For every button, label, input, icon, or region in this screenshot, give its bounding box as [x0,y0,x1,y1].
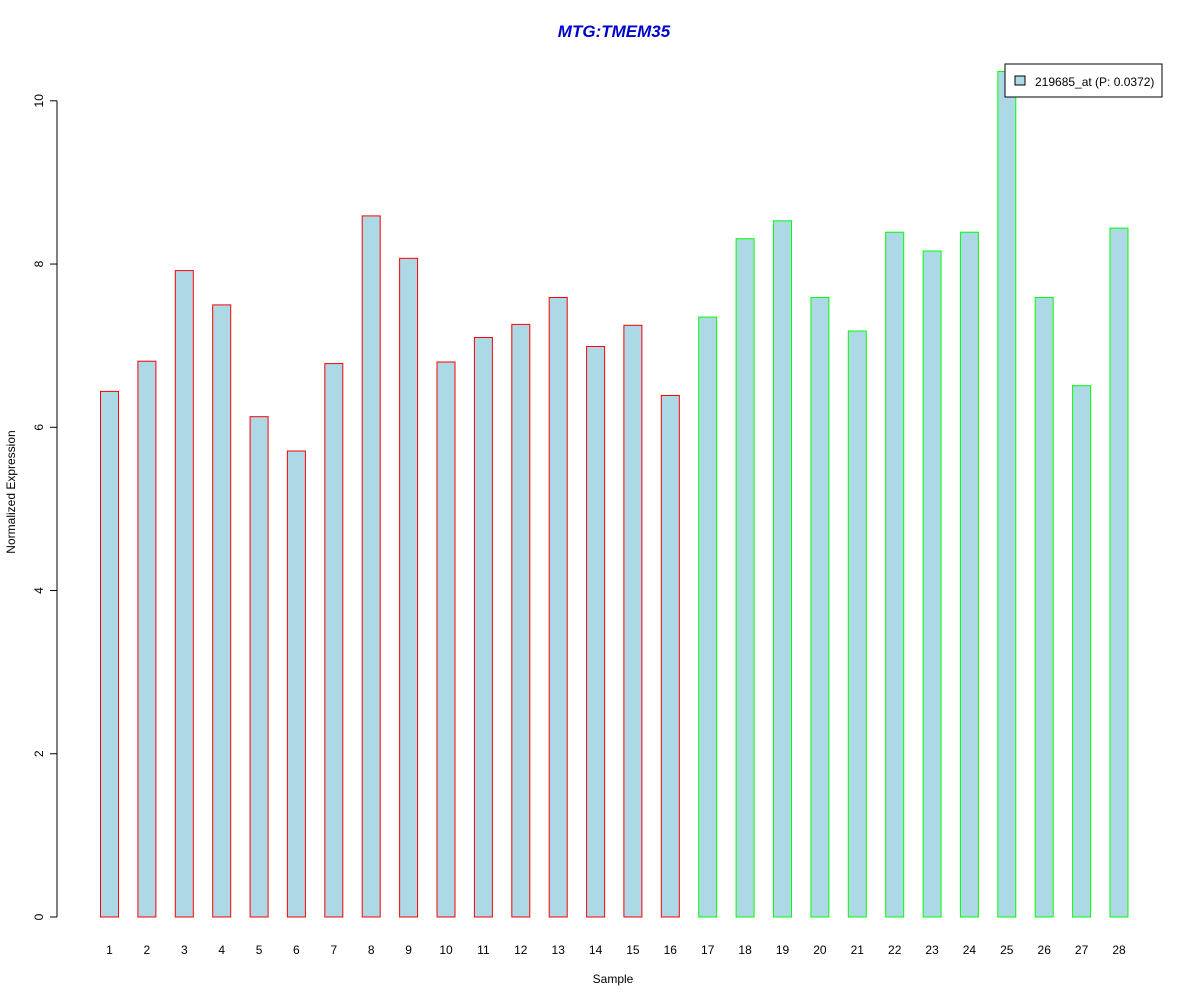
x-axis-tick-label: 5 [256,943,263,957]
bar-sample-16 [660,395,680,918]
bars [100,70,1129,918]
x-axis-tick-label: 21 [851,943,865,957]
y-axis-tick-label: 2 [32,750,46,757]
bar-sample-24 [959,231,979,918]
bar-sample-18 [735,238,755,918]
x-axis-tick-label: 13 [552,943,566,957]
bar-sample-17 [698,316,718,918]
x-axis-tick-label: 20 [813,943,827,957]
x-axis-tick-label: 12 [514,943,528,957]
y-axis-tick-label: 10 [32,94,46,108]
bar-sample-6 [286,450,306,918]
bar-sample-26 [1034,297,1054,918]
x-axis-tick-label: 27 [1075,943,1089,957]
bar-sample-13 [548,297,568,918]
bar-sample-20 [810,297,830,918]
bar-sample-10 [436,361,456,918]
bar-sample-12 [511,323,531,918]
bar-sample-15 [623,324,643,918]
x-axis-tick-label: 2 [144,943,151,957]
bar-sample-9 [399,257,419,918]
x-axis-tick-label: 7 [330,943,337,957]
legend-swatch [1014,75,1026,86]
x-axis-tick-label: 19 [776,943,790,957]
bar-sample-23 [922,250,942,918]
legend: 219685_at (P: 0.0372) [1004,63,1163,98]
x-axis-tick-label: 25 [1000,943,1014,957]
x-axis-tick-label: 17 [701,943,715,957]
x-axis-tick-label: 16 [664,943,678,957]
x-axis-tick-label: 28 [1112,943,1126,957]
bar-sample-2 [137,360,157,918]
bar-sample-19 [773,220,792,918]
y-axis-tick-label: 4 [32,587,46,594]
bar-sample-11 [473,337,493,918]
y-axis-tick-label: 8 [32,260,46,267]
y-axis-label: Normalized Expression [4,430,18,553]
x-axis-label: Sample [593,972,634,986]
x-axis-tick-label: 8 [368,943,375,957]
legend-box [1004,63,1163,98]
bar-sample-1 [100,390,119,918]
y-axis-tick-label: 6 [32,424,46,431]
bar-sample-8 [361,215,381,918]
y-axis-tick-label: 0 [32,913,46,920]
x-axis-tick-label: 18 [738,943,752,957]
x-axis-tick-label: 24 [963,943,977,957]
bar-sample-22 [885,231,905,918]
x-axis-tick-label: 14 [589,943,603,957]
x-axis-tick-label: 6 [293,943,300,957]
x-axis-tick-label: 9 [405,943,412,957]
legend-label: 219685_at (P: 0.0372) [1035,75,1154,89]
x-axis-tick-label: 22 [888,943,902,957]
bar-sample-28 [1109,227,1129,918]
x-axis-tick-label: 10 [439,943,453,957]
bar-sample-7 [324,363,344,918]
x-axis-tick-labels: 1 2 3 4 5 6 7 8 9 10 11 12 13 14 15 16 17 18 19 20 21 22 23 24 2… [106,943,1126,957]
chart-title: MTG:TMEM35 [558,22,671,41]
bar-sample-4 [212,304,232,918]
y-axis: 0 2 4 6 8 10 [32,94,58,920]
bar-sample-14 [586,346,606,918]
x-axis-tick-label: 15 [626,943,640,957]
x-axis-tick-label: 1 [106,943,113,957]
bar-sample-3 [174,270,194,918]
bar-sample-21 [847,330,867,918]
bar-sample-27 [1072,385,1092,918]
x-axis-tick-label: 11 [477,943,490,957]
x-axis-tick-label: 26 [1038,943,1052,957]
bar-sample-5 [249,416,269,918]
bar-sample-25 [997,70,1017,918]
x-axis-tick-label: 23 [925,943,939,957]
x-axis-tick-label: 3 [181,943,188,957]
x-axis-tick-label: 4 [218,943,225,957]
